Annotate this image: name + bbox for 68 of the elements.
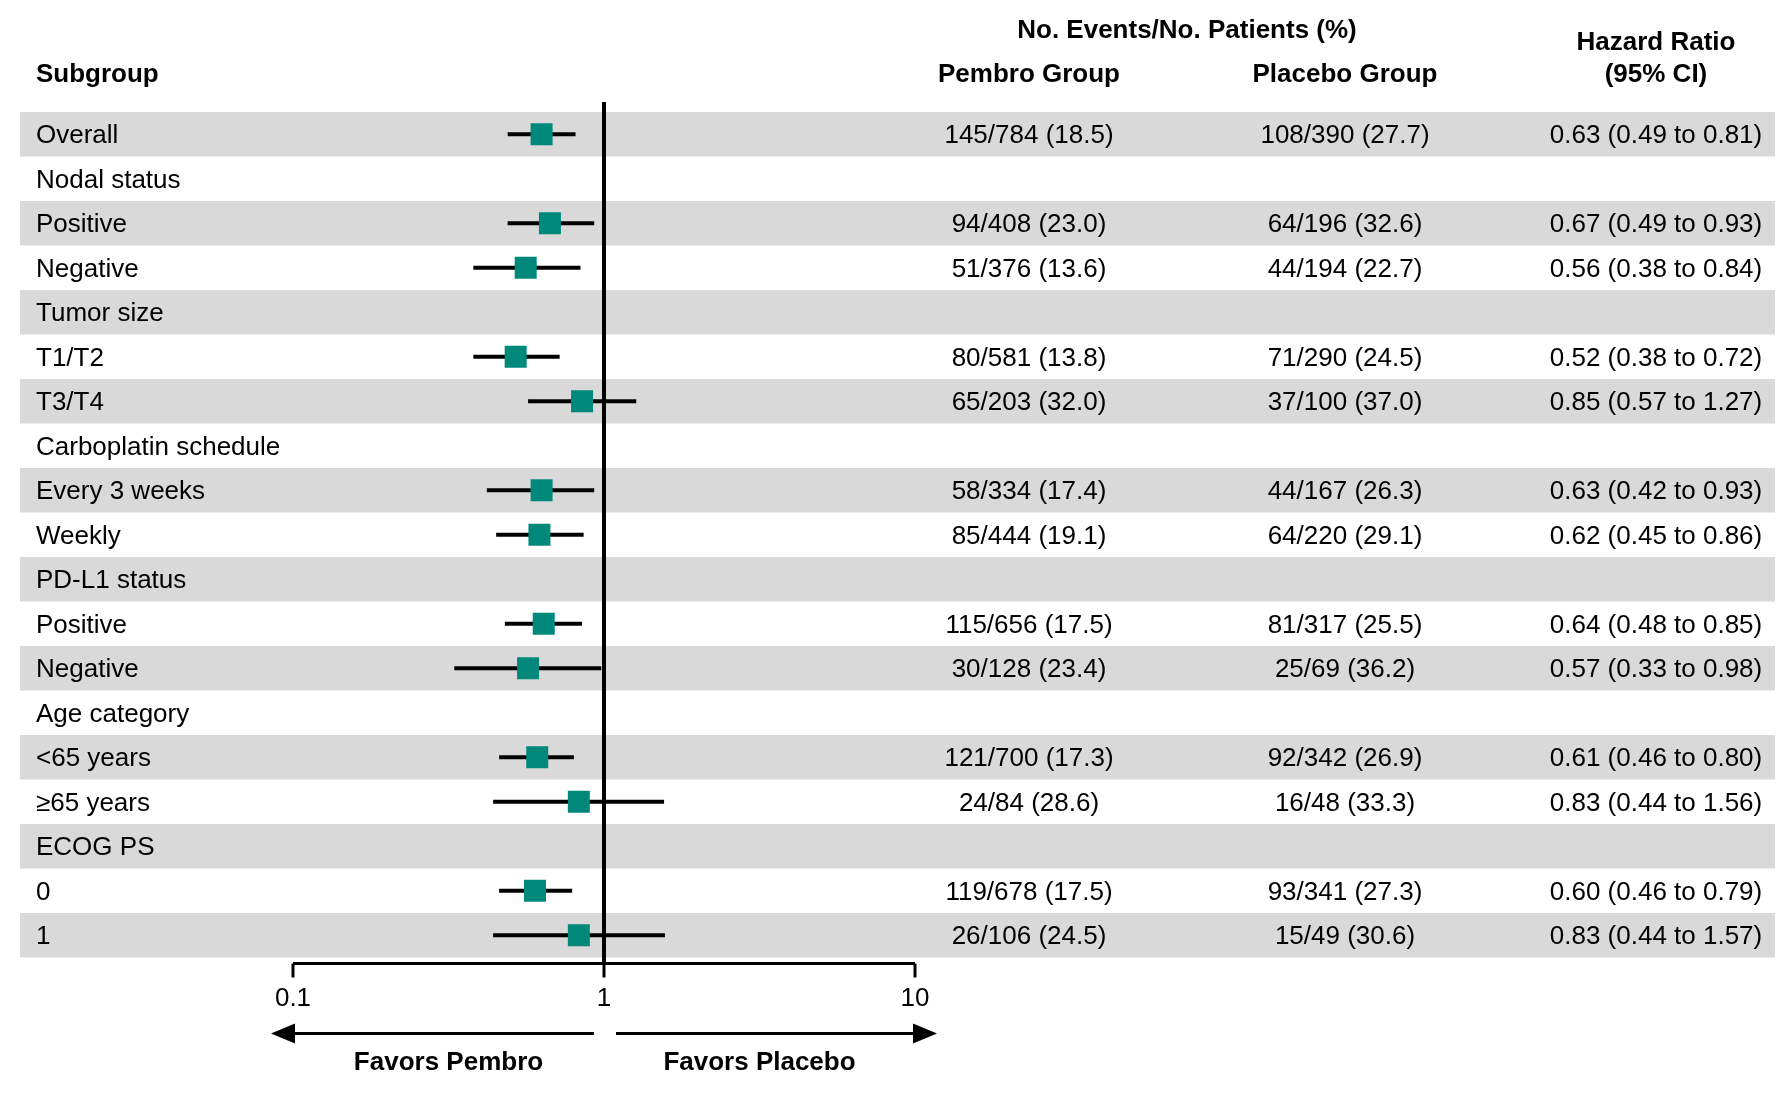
text: No. Events/No. Patients (%) — [1017, 14, 1357, 44]
y-tick-label: Overall — [36, 119, 119, 150]
text: 64/196 (32.6) — [1267, 208, 1423, 239]
data-label: 0.57 (0.33 to 0.98) — [1549, 653, 1763, 684]
text: 81/317 (25.5) — [1267, 608, 1423, 639]
data-label: 0.85 (0.57 to 1.27) — [1549, 386, 1763, 417]
y-tick-label: Nodal status — [36, 163, 181, 194]
x-tick-label: 1 — [596, 981, 612, 1012]
text: 65/203 (32.0) — [951, 386, 1107, 417]
data-label: 0.61 (0.46 to 0.80) — [1549, 742, 1763, 773]
text: 80/581 (13.8) — [951, 341, 1107, 372]
y-tick-label: Tumor size — [36, 297, 164, 328]
y-tick-label: Positive — [36, 608, 128, 639]
text: 51/376 (13.6) — [951, 252, 1107, 283]
text: 16/48 (33.3) — [1274, 786, 1416, 817]
text: 30/128 (23.4) — [951, 653, 1107, 684]
data-label: 0.62 (0.45 to 0.86) — [1549, 519, 1763, 550]
text: 64/220 (29.1) — [1267, 519, 1423, 550]
y-tick-label: Positive — [36, 208, 128, 239]
text: 119/678 (17.5) — [945, 875, 1113, 906]
y-tick-label: T3/T4 — [36, 386, 104, 417]
text: 71/290 (24.5) — [1267, 341, 1423, 372]
data-label: 0.83 (0.44 to 1.56) — [1549, 786, 1763, 817]
text: Favors Pembro — [353, 1045, 544, 1076]
y-tick-label: ≥65 years — [36, 786, 150, 817]
data-label: 0.64 (0.48 to 0.85) — [1549, 608, 1763, 639]
text: 145/784 (18.5) — [944, 119, 1114, 150]
y-tick-label: Negative — [36, 653, 139, 684]
y-tick-label: Negative — [36, 252, 139, 283]
text: Placebo Group — [1252, 58, 1438, 88]
text: 108/390 (27.7) — [1260, 119, 1430, 150]
x-tick-label: 10 — [900, 981, 930, 1012]
y-tick-label: Age category — [36, 697, 190, 728]
text: 26/106 (24.5) — [951, 920, 1107, 951]
text: Pembro Group — [937, 58, 1121, 88]
y-tick-label: 0 — [36, 875, 51, 906]
y-tick-label: Weekly — [36, 519, 121, 550]
y-tick-label: 1 — [36, 920, 51, 951]
text: Hazard Ratio (95% CI) — [1576, 26, 1736, 88]
text: 115/656 (17.5) — [945, 608, 1113, 639]
y-axis-title: Subgroup — [36, 58, 159, 88]
y-tick-label: Carboplatin schedule — [36, 430, 281, 461]
data-label: 0.83 (0.44 to 1.57) — [1549, 920, 1763, 951]
data-label: 0.67 (0.49 to 0.93) — [1549, 208, 1763, 239]
text: 37/100 (37.0) — [1267, 386, 1423, 417]
text: 25/69 (36.2) — [1274, 653, 1416, 684]
text: 94/408 (23.0) — [951, 208, 1107, 239]
y-tick-label: PD-L1 status — [36, 564, 187, 595]
data-label: 0.56 (0.38 to 0.84) — [1549, 252, 1763, 283]
y-tick-label: <65 years — [36, 742, 151, 773]
data-label: 0.63 (0.42 to 0.93) — [1549, 475, 1763, 506]
text: 85/444 (19.1) — [951, 519, 1107, 550]
text: 44/167 (26.3) — [1267, 475, 1423, 506]
y-tick-label: ECOG PS — [36, 831, 155, 862]
data-label: 0.52 (0.38 to 0.72) — [1549, 341, 1763, 372]
text: 92/342 (26.9) — [1267, 742, 1423, 773]
text: 24/84 (28.6) — [958, 786, 1100, 817]
text: Favors Placebo — [663, 1045, 856, 1076]
x-tick-label: 0.1 — [274, 981, 312, 1012]
y-tick-label: T1/T2 — [36, 341, 104, 372]
y-tick-label: Every 3 weeks — [36, 475, 206, 506]
text: 15/49 (30.6) — [1274, 920, 1416, 951]
text: 93/341 (27.3) — [1267, 875, 1423, 906]
data-label: 0.63 (0.49 to 0.81) — [1549, 119, 1763, 150]
data-label: 0.60 (0.46 to 0.79) — [1549, 875, 1763, 906]
text: 121/700 (17.3) — [944, 742, 1114, 773]
text: 58/334 (17.4) — [951, 475, 1107, 506]
text: 44/194 (22.7) — [1267, 252, 1423, 283]
